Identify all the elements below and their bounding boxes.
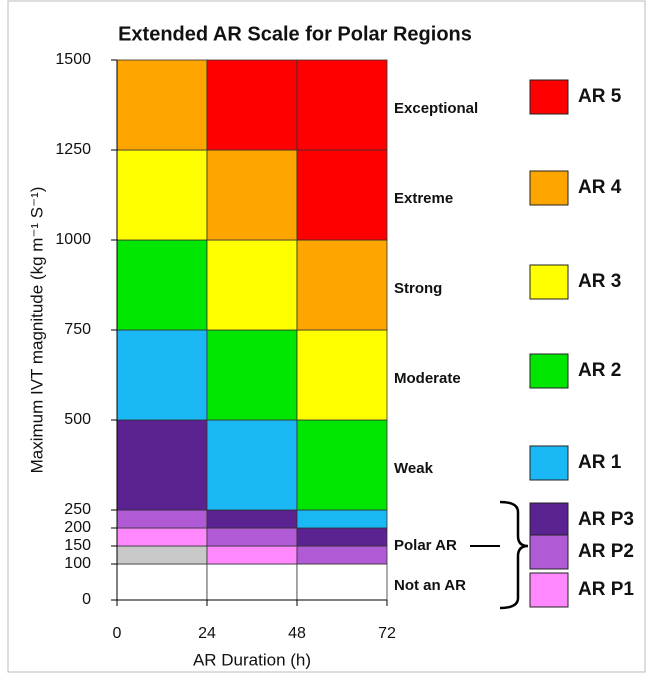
- legend-label: AR P1: [578, 579, 634, 600]
- chart-title: Extended AR Scale for Polar Regions: [118, 23, 472, 45]
- band-label: Polar AR: [394, 537, 457, 554]
- cell: [116, 527, 208, 547]
- cell: [206, 239, 298, 331]
- y-tick-label: 150: [64, 537, 91, 554]
- x-tick-label: 48: [288, 625, 306, 642]
- cell: [296, 329, 388, 421]
- legend-label: AR P3: [578, 509, 634, 530]
- x-tick-label: 72: [378, 625, 396, 642]
- cell: [116, 329, 208, 421]
- cell: [206, 527, 298, 547]
- cell: [206, 509, 298, 529]
- x-tick-label: 0: [113, 625, 122, 642]
- cell: [296, 149, 388, 241]
- legend-swatch: [529, 502, 569, 538]
- cell: [296, 509, 388, 529]
- band-label: Weak: [394, 460, 434, 477]
- cell: [296, 59, 388, 151]
- band-label: Not an AR: [394, 577, 466, 594]
- band-label: Strong: [394, 280, 442, 297]
- legend-swatch: [529, 445, 569, 481]
- cell: [116, 59, 208, 151]
- band-label: Moderate: [394, 370, 461, 387]
- band-label: Exceptional: [394, 100, 478, 117]
- polar-brace: [499, 500, 529, 610]
- legend-label: AR 2: [578, 360, 621, 381]
- legend-label: AR 4: [578, 177, 622, 198]
- cell: [206, 545, 298, 565]
- frame: [7, 0, 646, 673]
- y-tick-label: 750: [64, 321, 91, 338]
- legend-label: AR 5: [578, 86, 622, 107]
- cell: [296, 239, 388, 331]
- cell: [116, 419, 208, 511]
- cell: [206, 419, 298, 511]
- cell: [296, 563, 388, 601]
- band-label: Extreme: [394, 190, 453, 207]
- legend-label: AR 3: [578, 271, 621, 292]
- cell: [296, 527, 388, 547]
- legend-swatch: [529, 264, 569, 300]
- cell: [116, 563, 208, 601]
- legend-label: AR P2: [578, 541, 634, 562]
- legend-swatch: [529, 353, 569, 389]
- legend-swatch: [529, 79, 569, 115]
- cell: [206, 563, 298, 601]
- cell: [296, 419, 388, 511]
- y-axis-label: Maximum IVT magnitude (kg m⁻¹ S⁻¹): [27, 187, 46, 474]
- cell: [296, 545, 388, 565]
- y-tick-label: 200: [64, 519, 91, 536]
- cell: [116, 239, 208, 331]
- x-tick-label: 24: [198, 625, 216, 642]
- cell: [116, 509, 208, 529]
- y-tick-label: 500: [64, 411, 91, 428]
- legend-swatch: [529, 534, 569, 570]
- cell: [116, 149, 208, 241]
- cell: [116, 545, 208, 565]
- cell: [206, 59, 298, 151]
- legend-swatch: [529, 572, 569, 608]
- cell: [206, 149, 298, 241]
- y-tick-label: 250: [64, 501, 91, 518]
- x-axis-label: AR Duration (h): [193, 650, 311, 669]
- y-tick-label: 100: [64, 555, 91, 572]
- cell: [206, 329, 298, 421]
- legend-swatch: [529, 170, 569, 206]
- y-tick-label: 1250: [55, 141, 91, 158]
- y-tick-label: 0: [82, 591, 91, 608]
- legend-label: AR 1: [578, 452, 622, 473]
- y-tick-label: 1000: [55, 231, 91, 248]
- y-tick-label: 1500: [55, 51, 91, 68]
